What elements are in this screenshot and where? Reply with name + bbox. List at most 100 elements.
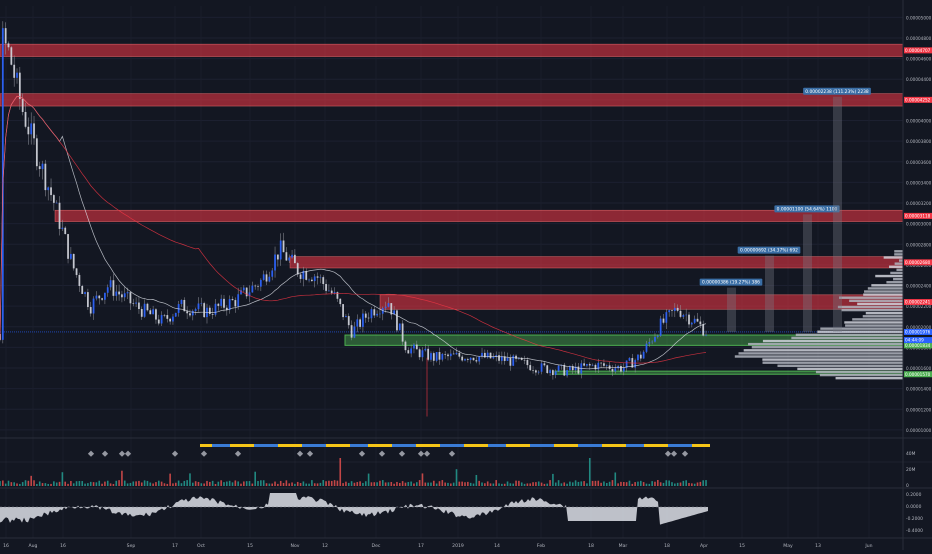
volume-bar (461, 481, 463, 486)
candle-body (594, 364, 597, 370)
candle-body (242, 287, 245, 291)
signal-segment (200, 444, 206, 447)
volume-profile-bar (890, 271, 903, 275)
price-tick-label: 0.00003600 (906, 160, 932, 165)
volume-bar (435, 483, 438, 486)
volume-bar (50, 483, 52, 486)
candle-body (401, 323, 404, 342)
signal-segment (320, 444, 326, 447)
candle-body (345, 316, 347, 318)
price-axis[interactable]: 0.00005000 0.00004800 0.00004600 0.00004400… (902, 0, 932, 550)
volume-bar (512, 483, 515, 486)
volume-bar (529, 483, 532, 486)
candle-body (413, 344, 415, 349)
time-axis[interactable]: 16 Aug 16 Sep 17 Oct 15 Nov 12 Dec 17 2019 14 Feb 18 Ma… (0, 537, 932, 549)
volume-bar (591, 480, 594, 486)
signal-segment (236, 444, 242, 447)
volume-profile-bar (817, 330, 903, 333)
candle-body (160, 315, 163, 324)
candle-body (24, 111, 27, 127)
volume-bar (407, 482, 410, 486)
volume-bar (478, 480, 480, 486)
volume-bar (55, 482, 58, 486)
volume-bar (36, 483, 38, 486)
signal-segment (488, 444, 494, 447)
volume-bar (140, 482, 143, 486)
candle-body (418, 349, 421, 358)
volume-bar (603, 481, 605, 486)
volume-bar (64, 481, 67, 486)
signal-segment (626, 444, 632, 447)
volume-profile-bar (893, 277, 903, 281)
target-label: 0.00002238 (111.23%) 2238 (805, 89, 869, 95)
volume-bar (197, 481, 200, 486)
volume-profile-bar (889, 265, 903, 268)
candle-body (313, 276, 316, 282)
price-tag (904, 328, 932, 335)
candle-body (21, 98, 24, 112)
volume-bar (390, 481, 393, 486)
candle-body (438, 352, 441, 360)
volume-bar (520, 482, 523, 486)
candle-body (166, 315, 169, 319)
volume-bar (123, 480, 126, 486)
candle-body (449, 353, 452, 357)
candle-body (424, 348, 427, 351)
price-tick-label: 0.00001400 (906, 387, 932, 392)
volume-bar (89, 481, 92, 486)
volume-bar (214, 483, 217, 486)
signal-segment (398, 444, 404, 447)
candle-body (455, 352, 458, 355)
volume-bar (458, 481, 461, 486)
volume-profile-bar (894, 262, 903, 265)
volume-bar (277, 483, 279, 486)
signal-segment (662, 444, 668, 447)
price-tags: 0.00004707 0.00004252 0.00003118 0.00002680… (904, 47, 932, 378)
volume-bar (605, 482, 608, 486)
target-label-box (737, 246, 801, 254)
volume-bar (231, 482, 234, 486)
volume-profile-bar (857, 302, 903, 306)
signal-segment (548, 444, 554, 447)
resistance-tag-label: 0.00002680 (905, 260, 931, 265)
signal-segment (440, 444, 446, 447)
volume-bar (342, 483, 344, 486)
volume-bar (237, 481, 239, 486)
time-tick-label: 2019 (452, 543, 464, 549)
volume-profile-bar (777, 364, 903, 367)
candle-body (67, 234, 69, 259)
candle-body (668, 310, 671, 313)
volume-bar (362, 482, 364, 486)
signal-segment (368, 444, 374, 447)
volume-bar (328, 480, 330, 486)
signal-segment (596, 444, 602, 447)
candle-body (330, 290, 333, 294)
volume-bar (577, 481, 580, 486)
volume-bar (243, 481, 245, 486)
candle-body (529, 365, 532, 371)
signal-diamond (423, 450, 431, 457)
candle-body (489, 352, 492, 359)
volume-bar (532, 482, 534, 486)
signal-diamond (398, 450, 406, 457)
volume-bar (109, 483, 112, 486)
volume-bar (503, 483, 506, 486)
support-tag (904, 342, 932, 349)
volume-bar (546, 483, 549, 486)
volume-bar (53, 481, 55, 486)
volume-profile-bar (862, 315, 903, 318)
signal-segment (242, 444, 248, 447)
volume-profile-bar (762, 361, 903, 364)
volume-profile-bar (841, 308, 903, 312)
candle-body (75, 268, 78, 275)
volume-bar (625, 482, 628, 486)
volume-profile-bar (738, 352, 903, 355)
time-tick-label: 17 (418, 543, 424, 549)
resistance-tag (904, 299, 932, 306)
time-tick-label: Dec (372, 543, 381, 549)
volume-bar (106, 480, 109, 486)
candle-body (217, 303, 220, 306)
volume-bar (498, 483, 500, 486)
volume-bar (430, 482, 432, 486)
